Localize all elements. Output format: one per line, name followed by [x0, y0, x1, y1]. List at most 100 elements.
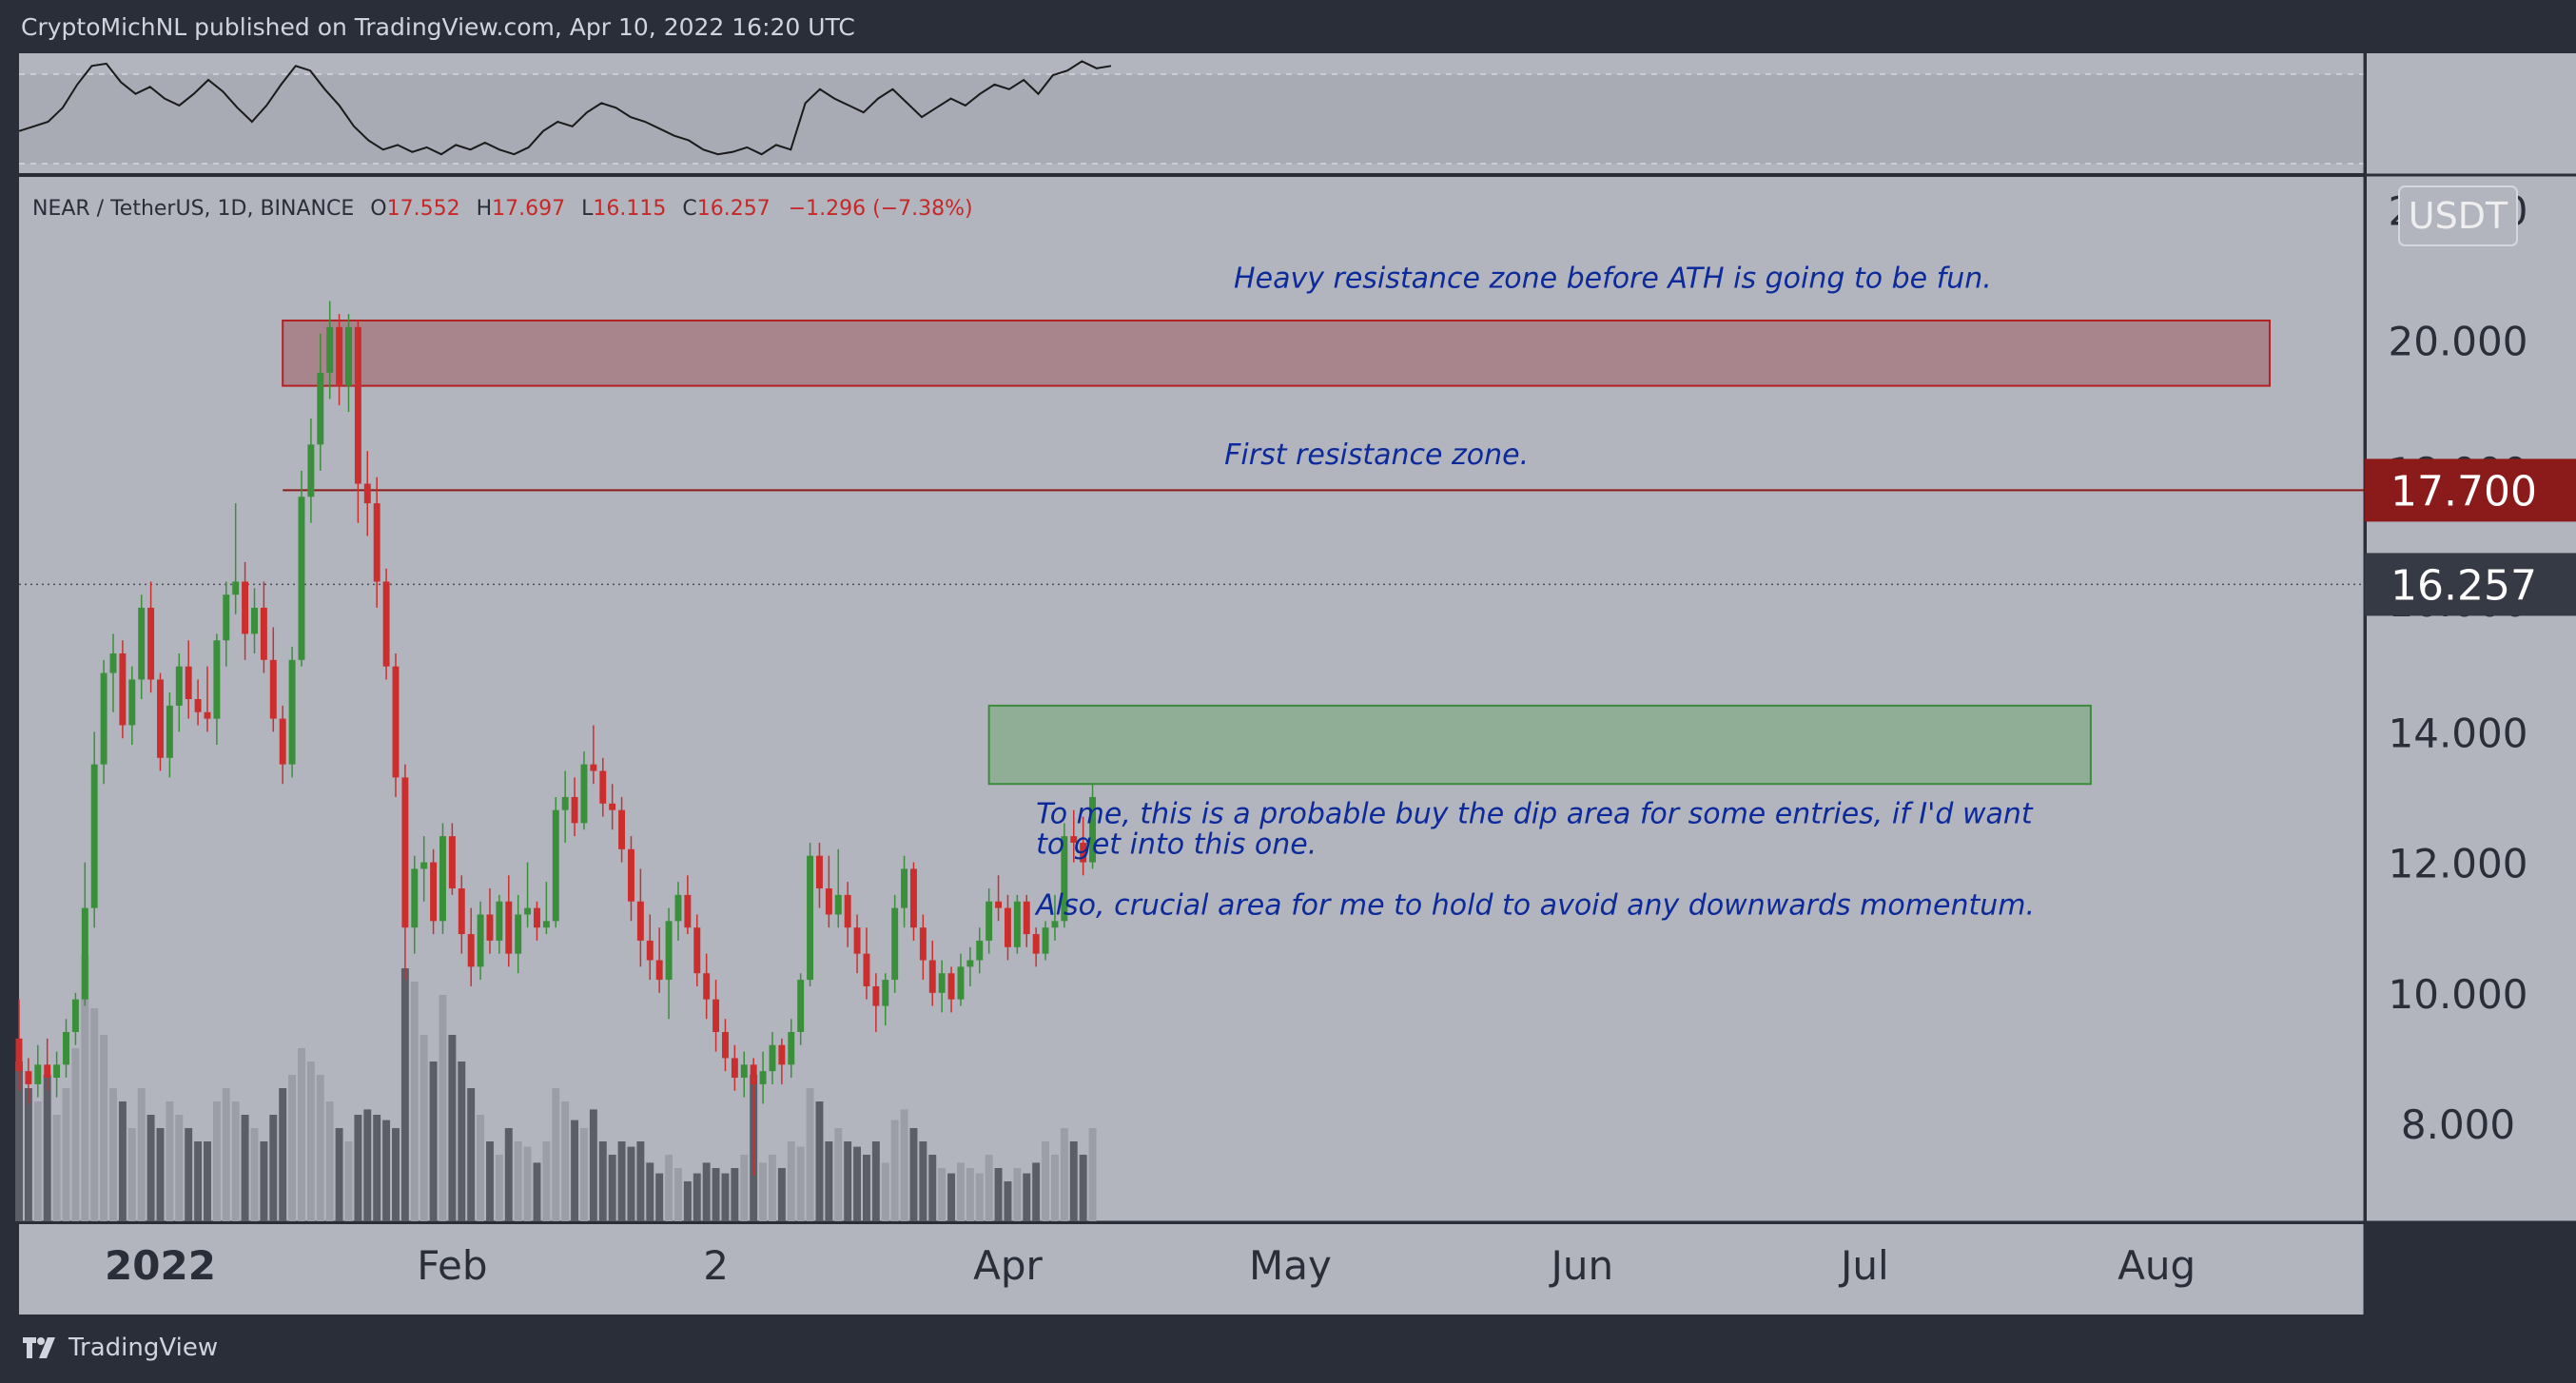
candle-body: [947, 973, 955, 1000]
x-tick-label: 2: [703, 1242, 729, 1289]
volume-bar: [279, 1088, 287, 1221]
x-tick-label: Jun: [1549, 1242, 1614, 1289]
buy-the-dip-zone: [987, 704, 2092, 786]
volume-bar: [871, 1141, 880, 1221]
volume-bar: [655, 1173, 664, 1221]
volume-bar: [777, 1168, 786, 1221]
volume-bar: [288, 1075, 297, 1221]
candle-body: [1070, 836, 1078, 843]
candle-body: [363, 483, 371, 504]
candle-body: [71, 999, 79, 1032]
volume-bar: [81, 955, 89, 1221]
volume-bar: [477, 1115, 485, 1221]
candle-body: [496, 901, 503, 941]
candle-body: [128, 679, 136, 726]
candle-body: [797, 980, 805, 1032]
high-value: 17.697: [492, 197, 565, 221]
volume-bar: [467, 1088, 476, 1221]
volume-bar: [994, 1168, 1003, 1221]
x-tick-label: 2022: [105, 1242, 216, 1289]
volume-bar: [1042, 1141, 1050, 1221]
volume-bar: [890, 1120, 899, 1221]
volume-bar: [344, 1141, 353, 1221]
price-label-box: [2365, 458, 2576, 522]
volume-bar: [486, 1141, 494, 1221]
candle-body: [834, 894, 842, 915]
volume-bar: [975, 1173, 984, 1221]
candle-body: [816, 855, 823, 889]
candle-body: [467, 934, 475, 967]
volume-bar: [222, 1088, 230, 1221]
volume-bar: [815, 1101, 824, 1221]
price-axis[interactable]: 22.00020.00018.00016.00014.00012.00010.0…: [2365, 187, 2576, 1148]
volume-bar: [118, 1101, 127, 1221]
candle-body: [1013, 901, 1021, 947]
candle-body: [674, 894, 682, 922]
volume-bar: [571, 1120, 579, 1221]
volume-bar: [109, 1088, 117, 1221]
candle-body: [976, 940, 984, 961]
candle-body: [1089, 796, 1097, 863]
time-axis-bg: [19, 1224, 2364, 1315]
tradingview-brand[interactable]: TradingView: [21, 1334, 218, 1362]
volume-bar: [731, 1168, 739, 1221]
volume-bar: [43, 1075, 51, 1221]
publisher-line: CryptoMichNL published on TradingView.co…: [21, 13, 855, 41]
volume-bar: [458, 1062, 466, 1221]
time-axis[interactable]: 2022 Feb 2 Apr May Jun Jul Aug: [105, 1242, 2195, 1289]
candle-body: [439, 836, 446, 922]
candle-body: [317, 372, 324, 445]
hold-area-note: Also, crucial area for me to hold to avo…: [1034, 888, 2035, 922]
candle-body: [788, 1031, 795, 1065]
volume-bar: [589, 1109, 597, 1221]
zones-layer: [19, 319, 2364, 786]
candle-body: [373, 503, 381, 582]
volume-bar: [674, 1168, 682, 1221]
volume-bar: [900, 1109, 908, 1221]
candle-body: [1023, 901, 1030, 935]
volume-bar: [702, 1162, 711, 1221]
volume-bar: [504, 1128, 513, 1221]
volume-bar: [608, 1155, 616, 1221]
volume-bar: [985, 1155, 993, 1221]
indicator-layer: [18, 60, 1112, 156]
volume-bar: [693, 1173, 701, 1221]
indicator-band: [19, 74, 2364, 164]
candle-body: [90, 764, 98, 908]
candle-body: [891, 907, 899, 981]
candle-body: [1042, 927, 1049, 954]
volume-bar: [561, 1101, 570, 1221]
candle-body: [486, 914, 494, 941]
volume-bar: [156, 1128, 165, 1221]
low-label: L: [581, 197, 594, 221]
volume-bar: [185, 1128, 193, 1221]
volume-bar: [533, 1162, 541, 1221]
candle-body: [157, 679, 164, 758]
currency-box[interactable]: [2398, 185, 2518, 246]
volume-bar: [298, 1048, 305, 1221]
candle-body: [147, 607, 155, 680]
volume-bar: [146, 1115, 155, 1221]
volume-bar: [194, 1141, 203, 1221]
volume-bar: [966, 1168, 974, 1221]
price-label-text: 16.257: [2391, 561, 2537, 610]
candle-body: [458, 888, 465, 935]
y-tick-label: 8.000: [2401, 1101, 2515, 1148]
candle-body: [392, 666, 400, 778]
candle-body: [750, 1064, 757, 1084]
candle-body: [609, 803, 616, 810]
volume-bar: [1023, 1173, 1031, 1221]
open-value: 17.552: [387, 197, 460, 221]
volume-bar: [919, 1141, 927, 1221]
candle-body: [722, 1031, 729, 1059]
y-tick-label: 12.000: [2389, 841, 2528, 887]
buy-dip-note-2: to get into this one.: [1036, 828, 1317, 862]
volume-bar: [787, 1141, 795, 1221]
volume-bar: [769, 1155, 776, 1221]
volume-bar: [947, 1173, 956, 1221]
volume-bar: [825, 1141, 833, 1221]
volume-bar: [580, 1128, 588, 1221]
candle-body: [759, 1071, 767, 1084]
candle-body: [1032, 934, 1040, 954]
